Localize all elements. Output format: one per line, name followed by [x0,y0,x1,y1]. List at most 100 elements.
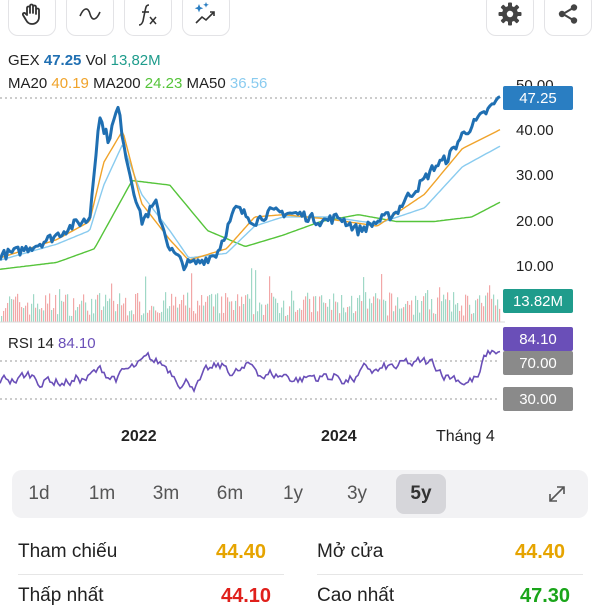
volume-bar [313,296,315,322]
range-6m[interactable]: 6m [216,483,244,504]
volume-bar [407,301,409,322]
volume-bar [105,294,107,322]
settings-button[interactable] [486,0,534,36]
volume-bar [73,298,75,322]
volume-bar [97,294,99,322]
volume-bar [53,308,55,322]
rsi-badge: 84.10 [503,327,573,351]
x-tick-2022: 2022 [121,428,157,445]
volume-bar [445,299,447,322]
low-value: 44.10 [221,585,272,607]
range-1m[interactable]: 1m [88,483,116,504]
volume-bar [361,301,363,322]
line-tool-button[interactable] [66,0,114,36]
volume-bar [183,294,185,322]
volume-bar [71,315,73,322]
volume-bar [335,301,337,322]
volume-bar [153,306,155,322]
volume-bar [365,292,367,322]
rsi-value: 84.10 [58,335,96,352]
volume-bar [359,295,361,322]
volume-bar [419,312,421,322]
ma50-label: MA50 [186,75,226,92]
volume-bar [251,268,253,322]
volume-bar [439,287,441,322]
volume-bar [389,292,391,322]
volume-bar [19,302,21,322]
range-1d[interactable]: 1d [28,483,50,504]
x-tick-current: Tháng 4 [436,428,495,445]
ai-draw-button[interactable] [182,0,230,36]
volume-bar [137,292,139,322]
ma20-label: MA20 [8,75,48,92]
volume-bar [65,294,67,322]
volume-bar [381,274,383,322]
volume-bar [237,294,239,322]
volume-bar [7,302,9,322]
volume-bar [377,298,379,322]
volume-bar [337,302,339,322]
volume-bar [219,313,221,322]
share-button[interactable] [544,0,592,36]
volume-bar [289,306,291,322]
volume-bar [61,300,63,322]
open-value: 44.40 [515,541,566,563]
range-1y[interactable]: 1y [282,483,304,504]
volume-bar [9,296,11,322]
volume-bar [31,303,33,322]
volume-bar [229,301,231,322]
volume-bar [87,310,89,322]
series-line-ma50 [0,144,501,261]
volume-bar [491,298,493,322]
volume-bar [295,311,297,322]
volume-bar [395,305,397,322]
volume-bar [299,308,301,322]
volume-bar [205,301,207,322]
volume-bar [181,300,183,322]
volume-bar [417,300,419,322]
volume-bar [43,310,45,322]
range-3m[interactable]: 3m [152,483,180,504]
volume-bar [143,313,145,322]
volume-bar [443,294,445,322]
volume-bar [15,296,17,322]
volume-bar [495,305,497,322]
volume-bar [447,292,449,322]
volume-bar [425,293,427,322]
volume-bar [271,292,273,322]
price-chart[interactable] [0,70,600,430]
volume-bars [1,268,501,322]
volume-bar [241,296,243,322]
indicator-button[interactable] [124,0,172,36]
hand-icon [21,3,40,25]
volume-bar [285,315,287,322]
volume-bar [1,315,3,322]
hand-tool-button[interactable] [8,0,56,36]
volume-bar [69,315,71,322]
volume-bar [39,309,41,322]
volume-bar [315,296,317,322]
high-value: 47.30 [520,585,571,607]
volume-bar [213,306,215,322]
volume-bar [107,301,109,322]
range-3y[interactable]: 3y [346,483,368,504]
volume-bar [435,313,437,322]
volume-bar [393,311,395,322]
volume-bar [29,314,31,322]
volume-bar [35,307,37,322]
volume-bar [231,301,233,322]
range-5y[interactable]: 5y [396,474,446,514]
volume-bar [203,305,205,322]
volume-bar [297,310,299,322]
volume-bar [391,293,393,322]
volume-bar [91,298,93,322]
volume-bar [207,296,209,322]
volume-bar [239,306,241,322]
volume-bar [293,300,295,322]
volume-bar [67,294,69,322]
expand-icon [549,486,565,502]
volume-bar [77,307,79,322]
expand-button[interactable] [532,474,582,514]
volume-bar [373,296,375,322]
volume-bar [301,309,303,322]
